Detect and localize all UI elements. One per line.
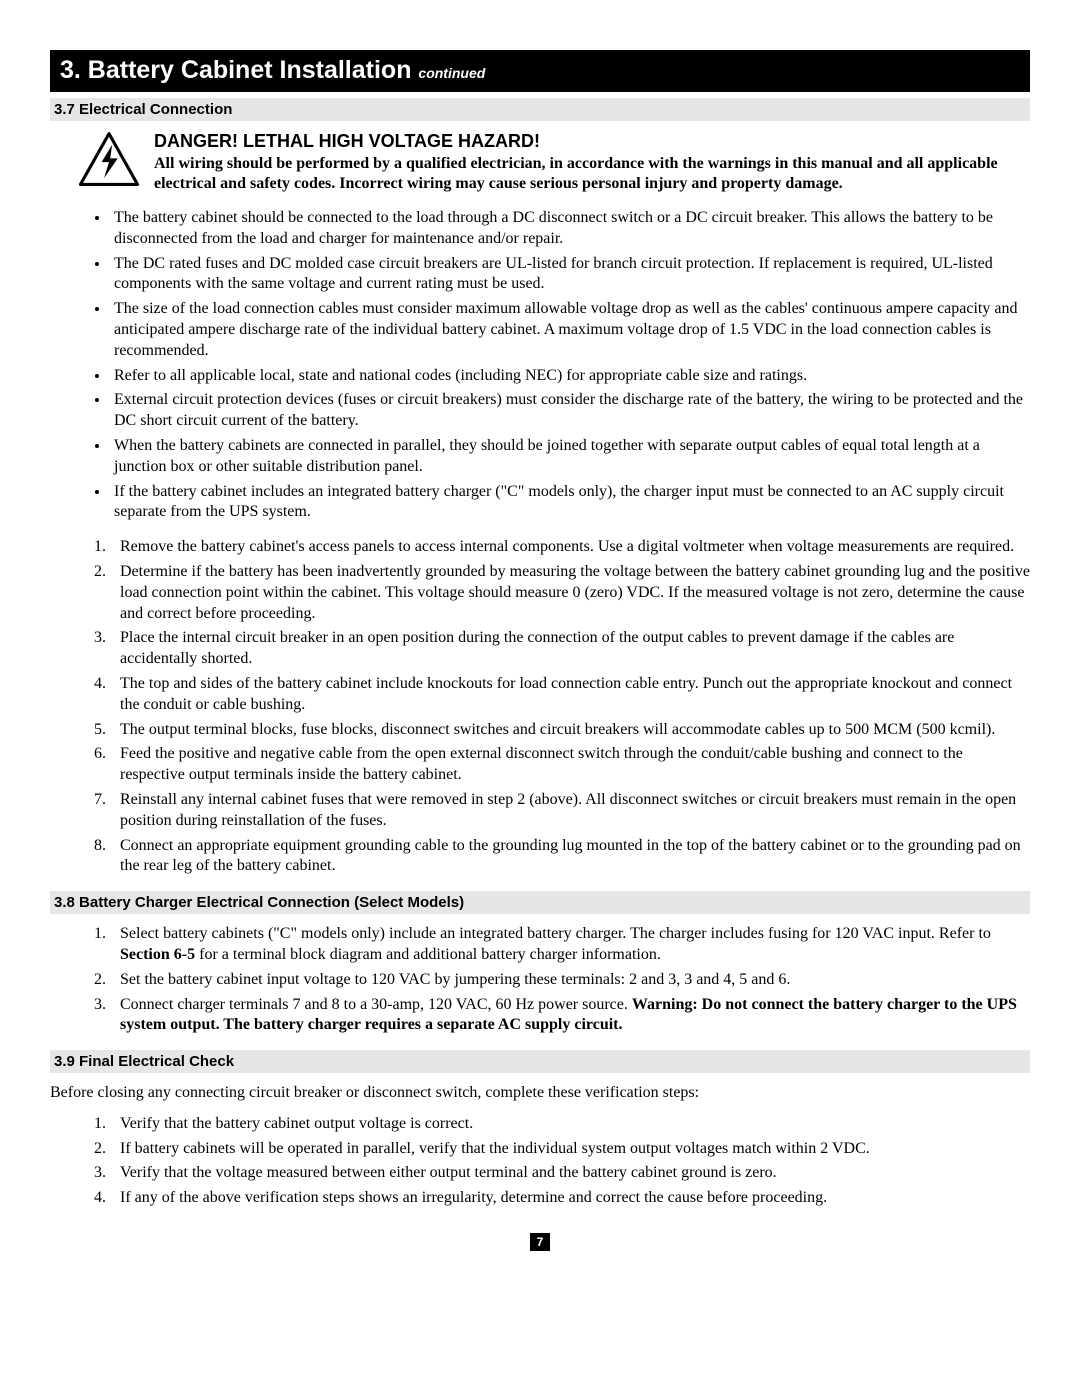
list-item: Set the battery cabinet input voltage to… (110, 970, 1030, 991)
list-item: The DC rated fuses and DC molded case ci… (110, 254, 1030, 296)
chapter-continued: continued (418, 65, 485, 81)
chapter-title-bar: 3. Battery Cabinet Installation continue… (50, 50, 1030, 92)
intro-paragraph-3-9: Before closing any connecting circuit br… (50, 1083, 1030, 1104)
high-voltage-icon (78, 131, 140, 192)
list-item: Refer to all applicable local, state and… (110, 366, 1030, 387)
danger-text-block: DANGER! LETHAL HIGH VOLTAGE HAZARD! All … (154, 131, 1030, 194)
list-item: The size of the load connection cables m… (110, 299, 1030, 361)
text: Select battery cabinets ("C" models only… (120, 925, 991, 942)
list-item: When the battery cabinets are connected … (110, 436, 1030, 478)
list-item: Feed the positive and negative cable fro… (110, 744, 1030, 786)
text: Connect charger terminals 7 and 8 to a 3… (120, 996, 632, 1013)
text: for a terminal block diagram and additio… (195, 946, 661, 963)
danger-body: All wiring should be performed by a qual… (154, 154, 1030, 194)
list-item: Connect charger terminals 7 and 8 to a 3… (110, 995, 1030, 1037)
bullet-list-3-7: The battery cabinet should be connected … (50, 208, 1030, 523)
danger-title: DANGER! LETHAL HIGH VOLTAGE HAZARD! (154, 131, 1030, 152)
section-heading-3-9: 3.9 Final Electrical Check (50, 1050, 1030, 1073)
text-bold: Section 6-5 (120, 946, 195, 963)
section-heading-3-8: 3.8 Battery Charger Electrical Connectio… (50, 891, 1030, 914)
list-item: Verify that the voltage measured between… (110, 1163, 1030, 1184)
list-item: The output terminal blocks, fuse blocks,… (110, 720, 1030, 741)
numbered-list-3-9: Verify that the battery cabinet output v… (50, 1114, 1030, 1209)
list-item: Place the internal circuit breaker in an… (110, 628, 1030, 670)
chapter-title: 3. Battery Cabinet Installation (60, 56, 418, 84)
numbered-list-3-8: Select battery cabinets ("C" models only… (50, 924, 1030, 1036)
manual-page: 3. Battery Cabinet Installation continue… (0, 0, 1080, 1281)
list-item: The top and sides of the battery cabinet… (110, 674, 1030, 716)
list-item: If battery cabinets will be operated in … (110, 1139, 1030, 1160)
list-item: Reinstall any internal cabinet fuses tha… (110, 790, 1030, 832)
list-item: If the battery cabinet includes an integ… (110, 482, 1030, 524)
danger-callout: DANGER! LETHAL HIGH VOLTAGE HAZARD! All … (78, 131, 1030, 194)
page-number: 7 (530, 1233, 550, 1251)
list-item: External circuit protection devices (fus… (110, 390, 1030, 432)
list-item: Determine if the battery has been inadve… (110, 562, 1030, 624)
list-item: Select battery cabinets ("C" models only… (110, 924, 1030, 966)
list-item: Connect an appropriate equipment groundi… (110, 836, 1030, 878)
list-item: If any of the above verification steps s… (110, 1188, 1030, 1209)
numbered-list-3-7: Remove the battery cabinet's access pane… (50, 537, 1030, 877)
list-item: The battery cabinet should be connected … (110, 208, 1030, 250)
list-item: Remove the battery cabinet's access pane… (110, 537, 1030, 558)
list-item: Verify that the battery cabinet output v… (110, 1114, 1030, 1135)
section-heading-3-7: 3.7 Electrical Connection (50, 98, 1030, 121)
